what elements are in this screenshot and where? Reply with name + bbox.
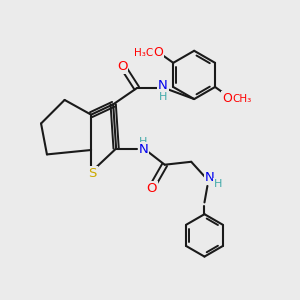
Text: O: O: [117, 60, 127, 73]
Text: N: N: [158, 79, 167, 92]
Text: O: O: [154, 46, 164, 59]
Text: H₃C: H₃C: [134, 47, 153, 58]
Text: O: O: [146, 182, 157, 195]
Text: O: O: [222, 92, 232, 105]
Text: N: N: [139, 143, 148, 157]
Text: H: H: [159, 92, 167, 102]
Text: S: S: [88, 167, 97, 180]
Text: H: H: [214, 179, 222, 189]
Text: CH₃: CH₃: [232, 94, 251, 104]
Text: N: N: [205, 171, 214, 184]
Text: H: H: [139, 137, 148, 147]
